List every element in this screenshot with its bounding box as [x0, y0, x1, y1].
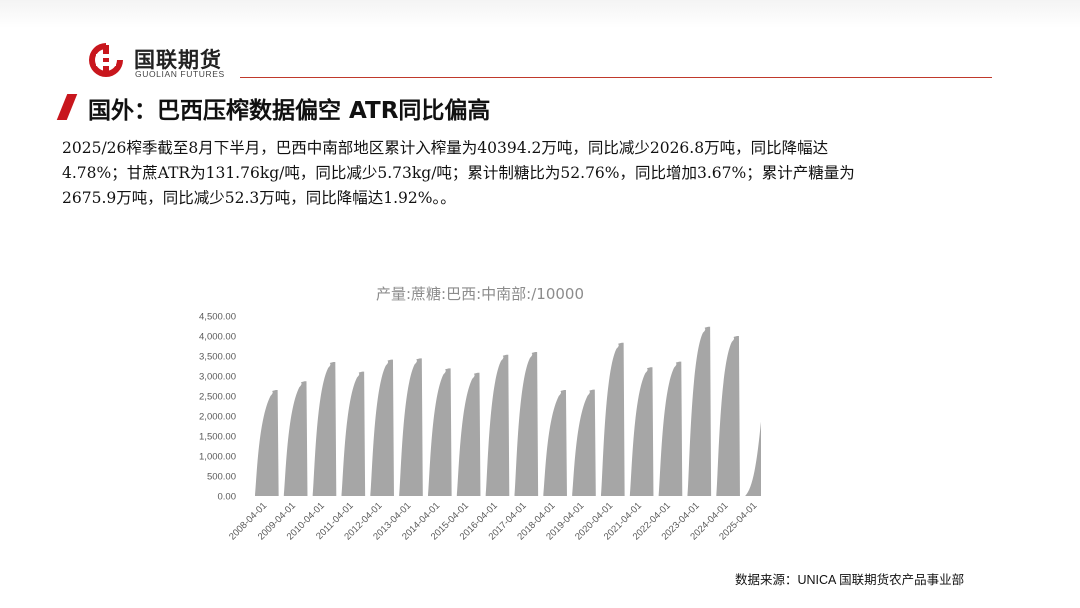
season-area-2015 — [456, 372, 481, 496]
summary-line-1: 2025/26榨季截至8月下半月，巴西中南部地区累计入榨量为40394.2万吨，… — [62, 139, 829, 157]
season-area-2014 — [427, 368, 452, 496]
y-tick-label: 4,000.00 — [199, 332, 236, 343]
y-tick-label: 1,000.00 — [199, 452, 236, 463]
season-area-2009 — [283, 381, 308, 496]
top-band — [0, 0, 1080, 28]
y-tick-label: 4,500.00 — [199, 312, 236, 323]
summary-line-2: 4.78%；甘蔗ATR为131.76kg/吨，同比减少5.73kg/吨；累计制糖… — [62, 164, 855, 182]
season-area-2021 — [629, 367, 654, 496]
season-area-2025 — [745, 421, 761, 496]
season-area-2016 — [485, 354, 510, 496]
y-tick-label: 1,500.00 — [199, 432, 236, 443]
season-area-2018 — [543, 390, 567, 496]
company-logo: 国联期货 GUOLIAN FUTURES — [86, 40, 246, 82]
logo-mark-icon — [89, 43, 123, 77]
season-area-2024 — [716, 336, 740, 496]
y-tick-label: 3,500.00 — [199, 352, 236, 363]
season-area-2020 — [600, 342, 625, 496]
season-area-2017 — [514, 352, 539, 496]
y-tick-label: 500.00 — [207, 472, 236, 483]
y-tick-label: 0.00 — [218, 492, 237, 503]
data-source-note: 数据来源：UNICA 国联期货农产品事业部 — [735, 573, 965, 587]
season-area-2022 — [658, 361, 683, 496]
sugar-production-chart: 产量:蔗糖:巴西:中南部:/10000 0.00 500.00 1,000.00 1,5… — [199, 285, 761, 542]
y-tick-label: 2,500.00 — [199, 392, 236, 403]
season-area-2011 — [341, 371, 366, 496]
season-area-2013 — [399, 358, 423, 496]
logo-english-name: GUOLIAN FUTURES — [135, 69, 225, 79]
chart-title: 产量:蔗糖:巴西:中南部:/10000 — [376, 285, 584, 303]
title-accent-mark — [56, 94, 78, 120]
summary-line-3: 2675.9万吨，同比减少52.3万吨，同比降幅达1.92%。。 — [62, 189, 456, 207]
season-area-2023 — [687, 326, 712, 496]
season-area-2008 — [255, 390, 279, 496]
season-area-2010 — [312, 362, 337, 496]
y-tick-label: 3,000.00 — [199, 372, 236, 383]
section-title-text: 国外：巴西压榨数据偏空 ATR同比偏高 — [88, 98, 491, 124]
season-area-2019 — [572, 389, 596, 496]
summary-paragraph: 2025/26榨季截至8月下半月，巴西中南部地区累计入榨量为40394.2万吨，… — [62, 136, 1042, 211]
logo-chinese-name: 国联期货 — [134, 48, 222, 72]
y-tick-label: 2,000.00 — [199, 412, 236, 423]
season-area-2012 — [370, 359, 394, 496]
header-divider — [240, 77, 992, 78]
